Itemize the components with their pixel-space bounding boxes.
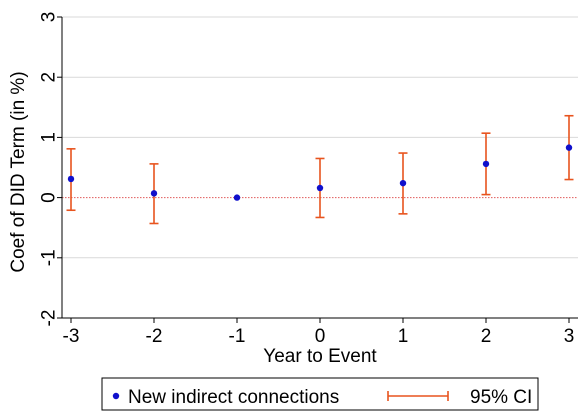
x-ticks: -3 -2 -1 0 1 2 3 (63, 318, 575, 347)
legend-ci-label: 95% CI (470, 387, 532, 408)
coefficient-points (67, 144, 573, 201)
y-tick-label: 1 (39, 132, 60, 143)
legend-point-label: New indirect connections (128, 387, 339, 408)
x-tick-label: 2 (481, 326, 492, 347)
x-tick-label: -2 (146, 326, 163, 347)
x-tick-label: -3 (63, 326, 80, 347)
x-tick-label: 1 (398, 326, 409, 347)
y-tick-label: 0 (39, 192, 60, 203)
y-tick-label: -1 (39, 249, 60, 266)
y-ticks: -2 -1 0 1 2 3 (39, 12, 62, 327)
coefficient-point (67, 175, 75, 183)
y-tick-label: 2 (39, 72, 60, 83)
coefficient-point (316, 184, 324, 192)
coefficient-point (233, 194, 241, 201)
legend-box (101, 377, 539, 411)
coefficient-point (565, 144, 573, 151)
legend: New indirect connections 95% CI (101, 377, 539, 411)
y-tick-label: -2 (39, 310, 60, 327)
y-tick-label: 3 (39, 12, 60, 23)
x-tick-label: -1 (229, 326, 246, 347)
coefficient-point (399, 179, 407, 187)
y-axis-label: Coef of DID Term (in %) (8, 71, 29, 272)
coefficient-point (482, 160, 490, 168)
x-tick-label: 3 (564, 326, 575, 347)
legend-point-marker (112, 392, 120, 400)
coefficient-point (150, 190, 158, 197)
x-tick-label: 0 (315, 326, 326, 347)
x-axis-label: Year to Event (263, 346, 377, 367)
